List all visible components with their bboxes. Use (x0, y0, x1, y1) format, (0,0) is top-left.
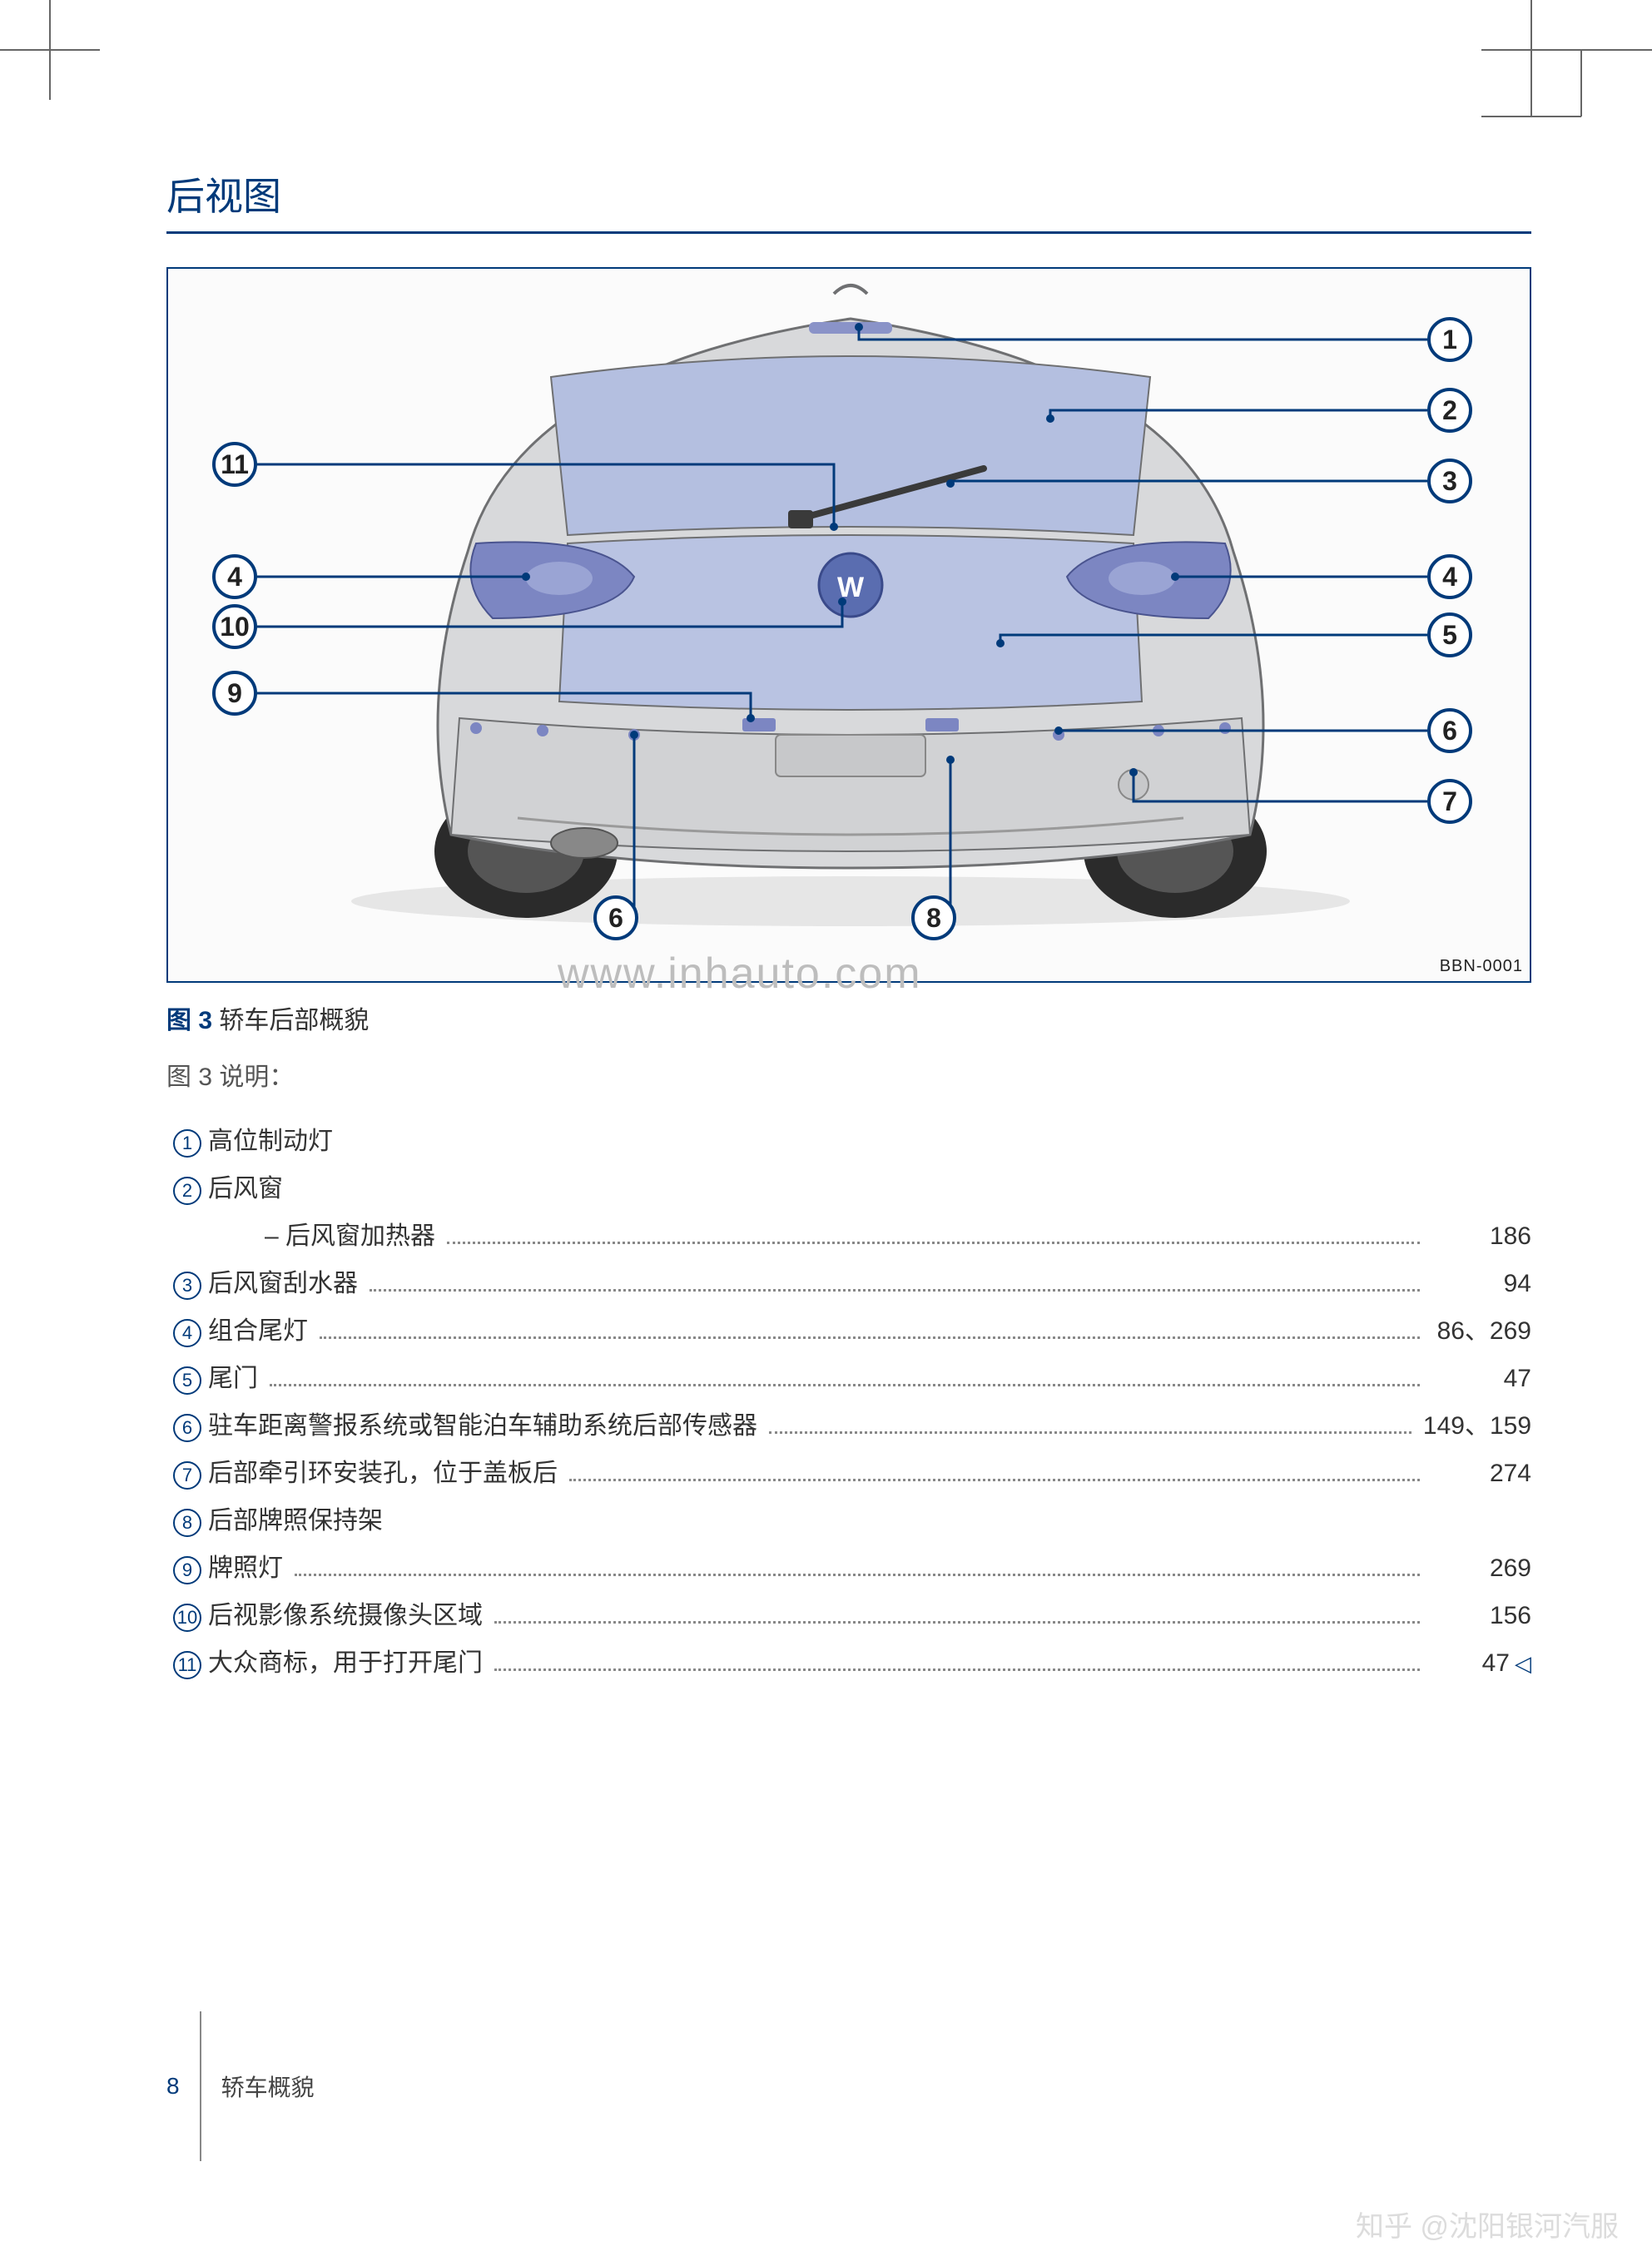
legend-page-ref: 94 (1431, 1260, 1531, 1307)
attribution: 知乎 @沈阳银河汽服 (1356, 2204, 1619, 2244)
legend-number-cell: 2 (166, 1177, 208, 1205)
legend-number-cell: 10 (166, 1604, 208, 1632)
explain-line: 图 3 说明： (166, 1056, 1531, 1093)
circled-number-icon: 1 (173, 1129, 201, 1158)
legend-page-ref: 274 (1431, 1450, 1531, 1497)
diagram-callout: 6 (1427, 708, 1472, 753)
legend-page-ref: 186 (1431, 1212, 1531, 1260)
circled-number-icon: 9 (173, 1556, 201, 1584)
figure-code: BBN-0001 (1440, 957, 1523, 976)
legend-row: 4组合尾灯 86、269 (166, 1307, 1531, 1355)
circled-number-icon: 5 (173, 1366, 201, 1395)
circled-number-icon: 8 (173, 1509, 201, 1537)
leader-dots (494, 1609, 1420, 1624)
caption-prefix: 图 3 (166, 1007, 212, 1034)
legend-number-cell: 8 (166, 1509, 208, 1537)
legend-row: 3后风窗刮水器 94 (166, 1260, 1531, 1307)
leader-dots (569, 1466, 1420, 1481)
legend-label: 后视影像系统摄像头区域 (208, 1592, 483, 1639)
legend-number-cell: 6 (166, 1414, 208, 1442)
circled-number-icon: 7 (173, 1461, 201, 1490)
leader-dots (769, 1419, 1411, 1434)
car-rear-diagram: W (168, 269, 1531, 983)
legend-label: 后风窗刮水器 (208, 1260, 358, 1307)
legend-label: 高位制动灯 (208, 1118, 333, 1165)
legend-page-ref: 86、269 (1431, 1307, 1531, 1355)
diagram-callout: 4 (1427, 554, 1472, 599)
diagram-callout: 10 (212, 604, 257, 649)
figure-frame: W (166, 267, 1531, 983)
legend-label: 尾门 (208, 1355, 258, 1402)
legend-label: 大众商标，用于打开尾门 (208, 1639, 483, 1687)
figure-caption: 图 3 轿车后部概貌 (166, 999, 1531, 1036)
diagram-callout: 5 (1427, 612, 1472, 657)
legend-page-ref: 149、159 (1423, 1402, 1531, 1450)
legend-number-cell: 1 (166, 1129, 208, 1158)
diagram-callout: 3 (1427, 459, 1472, 503)
diagram-callout: 7 (1427, 779, 1472, 824)
legend-row: 6驻车距离警报系统或智能泊车辅助系统后部传感器 149、159 (166, 1402, 1531, 1450)
legend-label: 后部牌照保持架 (208, 1497, 383, 1545)
leader-dots (494, 1656, 1420, 1671)
legend-label: 驻车距离警报系统或智能泊车辅助系统后部传感器 (208, 1402, 757, 1450)
legend-row: 5尾门 47 (166, 1355, 1531, 1402)
legend-number-cell: 4 (166, 1319, 208, 1347)
watermark: www.inhauto.com (558, 949, 922, 999)
legend-page-ref: 269 (1431, 1545, 1531, 1592)
continue-marker-icon: ◁ (1510, 1651, 1531, 1676)
legend-row: 1高位制动灯 (166, 1118, 1531, 1165)
circled-number-icon: 6 (173, 1414, 201, 1442)
diagram-callout: 11 (212, 442, 257, 487)
diagram-callout: 4 (212, 554, 257, 599)
legend-label: – 后风窗加热器 (208, 1212, 435, 1260)
diagram-callout: 9 (212, 671, 257, 716)
diagram-callout: 6 (593, 895, 638, 940)
caption-text: 轿车后部概貌 (219, 1007, 369, 1034)
legend-page-ref: 156 (1431, 1592, 1531, 1639)
legend-row: 2后风窗 (166, 1165, 1531, 1212)
page-footer: 8 轿车概貌 (166, 2011, 315, 2161)
leader-dots (320, 1324, 1420, 1339)
leader-dots (447, 1229, 1420, 1244)
legend-row: – 后风窗加热器 186 (166, 1212, 1531, 1260)
legend-number-cell: 3 (166, 1272, 208, 1300)
legend-number-cell: 9 (166, 1556, 208, 1584)
circled-number-icon: 4 (173, 1319, 201, 1347)
legend-label: 组合尾灯 (208, 1307, 308, 1355)
legend-row: 9牌照灯 269 (166, 1545, 1531, 1592)
legend-row: 10后视影像系统摄像头区域 156 (166, 1592, 1531, 1639)
page-number: 8 (166, 2073, 180, 2100)
legend-page-ref: 47 (1431, 1355, 1531, 1402)
leader-dots (270, 1371, 1420, 1386)
leader-dots (295, 1561, 1420, 1576)
legend-row: 11大众商标，用于打开尾门 47◁ (166, 1639, 1531, 1687)
legend-row: 8后部牌照保持架 (166, 1497, 1531, 1545)
circled-number-icon: 11 (173, 1651, 201, 1679)
diagram-callout: 1 (1427, 317, 1472, 362)
legend-page-ref: 47◁ (1431, 1639, 1531, 1687)
leader-dots (370, 1277, 1420, 1292)
circled-number-icon: 2 (173, 1177, 201, 1205)
legend-label: 后部牵引环安装孔，位于盖板后 (208, 1450, 558, 1497)
diagram-callout: 8 (911, 895, 956, 940)
legend-label: 后风窗 (208, 1165, 283, 1212)
legend-row: 7后部牵引环安装孔，位于盖板后 274 (166, 1450, 1531, 1497)
legend-label: 牌照灯 (208, 1545, 283, 1592)
diagram-callout: 2 (1427, 388, 1472, 433)
legend-number-cell: 5 (166, 1366, 208, 1395)
legend-list: 1高位制动灯2后风窗– 后风窗加热器1863后风窗刮水器944组合尾灯86、26… (166, 1118, 1531, 1687)
legend-number-cell: 7 (166, 1461, 208, 1490)
legend-number-cell: 11 (166, 1651, 208, 1679)
circled-number-icon: 3 (173, 1272, 201, 1300)
footer-divider (200, 2011, 201, 2161)
circled-number-icon: 10 (173, 1604, 201, 1632)
footer-section: 轿车概貌 (221, 2070, 315, 2103)
page-title: 后视图 (166, 166, 1531, 234)
